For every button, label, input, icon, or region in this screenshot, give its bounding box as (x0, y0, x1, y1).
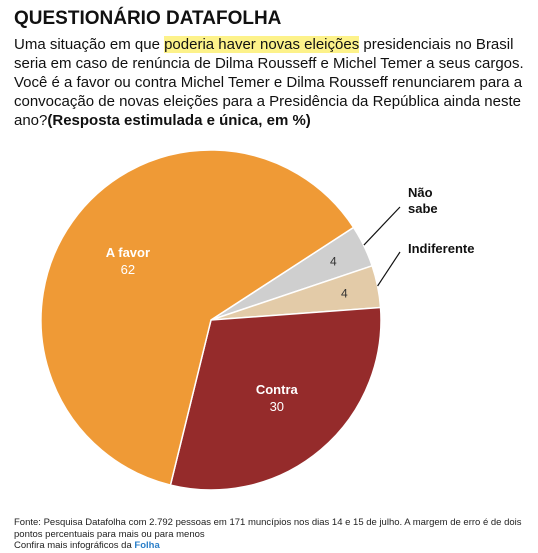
slice-value-indiferente: 4 (341, 287, 348, 301)
callout-label-nao-sabe: Não sabe (408, 185, 438, 216)
callout-line-nao-sabe (363, 206, 401, 246)
question-note: (Resposta estimulada e única, em %) (47, 112, 311, 129)
pie-callouts (363, 206, 401, 287)
more-prefix: Confira mais infográficos da (14, 540, 135, 551)
pie-slices (40, 149, 382, 491)
slice-label-a-favor: A favor (106, 245, 150, 260)
source-note: Fonte: Pesquisa Datafolha com 2.792 pess… (14, 517, 522, 540)
pie-slice-a-favor (40, 149, 355, 486)
slice-label-contra: Contra (256, 382, 299, 397)
slice-value-contra: 30 (270, 399, 284, 414)
callout-line-indiferente (377, 251, 401, 287)
question-before: Uma situação em que (14, 36, 165, 53)
pie-labels: 4 Não sabe 4 Indiferente Contra 30 A favor 62 (106, 185, 475, 414)
more-infographics: Confira mais infográficos da Folha (14, 540, 529, 552)
slice-value-a-favor: 62 (121, 262, 135, 277)
question-after: presidenciais no Brasil seria em caso de… (14, 36, 524, 129)
question-text: Uma situação em que poderia haver novas … (14, 35, 529, 130)
folha-link[interactable]: Folha (134, 540, 160, 551)
callout-label-indiferente: Indiferente (408, 241, 474, 256)
chart-title: QUESTIONÁRIO DATAFOLHA (14, 8, 282, 29)
question-highlight: poderia haver novas eleições (164, 36, 360, 53)
pie-slice-contra (169, 306, 382, 491)
slice-value-nao-sabe: 4 (330, 254, 337, 268)
footer: Fonte: Pesquisa Datafolha com 2.792 pess… (14, 517, 529, 552)
